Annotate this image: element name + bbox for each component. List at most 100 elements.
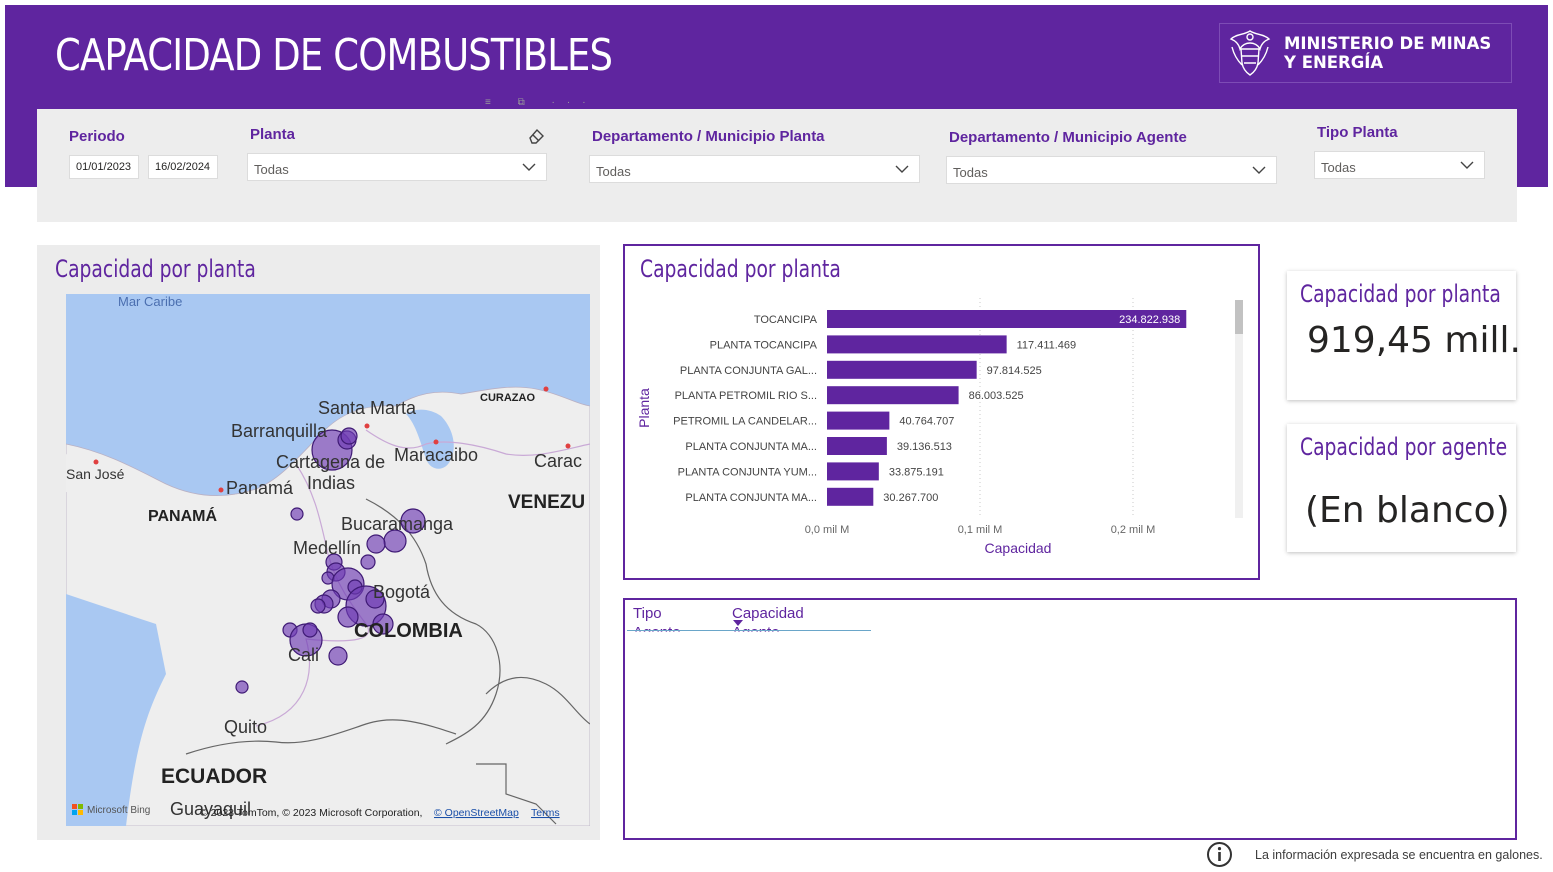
footnote: La información expresada se encuentra en… <box>1255 848 1543 862</box>
depto-planta-dropdown-value: Todas <box>596 164 631 179</box>
label-panama-city: Panamá <box>226 478 294 498</box>
planta-dropdown[interactable]: Todas <box>247 153 547 181</box>
column-header-tipo[interactable]: Tipo <box>633 605 662 622</box>
column-header-tipo-line2: Agente <box>633 624 681 632</box>
bing-logo: Microsoft Bing <box>72 804 150 816</box>
label-ecuador: ECUADOR <box>161 765 267 788</box>
city-marker <box>364 423 370 429</box>
bar[interactable] <box>827 310 1187 328</box>
data-label: 40.764.707 <box>899 416 954 428</box>
kpi-agente-value: (En blanco) <box>1305 490 1510 531</box>
label-santa-marta: Santa Marta <box>318 398 417 418</box>
city-marker <box>543 386 549 392</box>
tipo-planta-dropdown[interactable]: Todas <box>1314 151 1485 179</box>
plant-bubble <box>235 680 249 694</box>
category-label: PLANTA CONJUNTA MA... <box>685 492 817 504</box>
planta-dropdown-value: Todas <box>254 162 289 177</box>
category-label: PLANTA TOCANCIPA <box>710 339 818 351</box>
plant-bubble <box>302 622 318 638</box>
category-label: PLANTA CONJUNTA GAL... <box>680 365 817 377</box>
planta-slicer-title: Planta <box>250 126 296 143</box>
label-curazao: CURAZAO <box>480 392 535 404</box>
plant-bubble <box>290 507 304 521</box>
label-venezuela: VENEZU <box>508 492 585 513</box>
scrollbar-track[interactable] <box>1235 300 1243 518</box>
bar[interactable] <box>827 386 959 405</box>
map-canvas[interactable]: Mar Caribe CURAZAO Santa Marta Barranqui… <box>66 294 590 826</box>
table-header-divider <box>627 630 871 631</box>
kpi-agente-title: Capacidad por agente <box>1300 433 1508 461</box>
info-icon <box>1207 842 1232 867</box>
label-quito: Quito <box>224 717 267 737</box>
sort-descending-icon[interactable] <box>733 620 743 626</box>
scrollbar-thumb[interactable] <box>1235 300 1243 334</box>
plant-bubble <box>365 589 385 609</box>
data-label: 39.136.513 <box>897 441 952 453</box>
bar[interactable] <box>827 335 1007 354</box>
bubble-map[interactable]: Mar Caribe CURAZAO Santa Marta Barranqui… <box>66 294 590 826</box>
label-barranquilla: Barranquilla <box>231 421 328 441</box>
bar[interactable] <box>827 437 887 455</box>
depto-agente-dropdown-value: Todas <box>953 165 988 180</box>
map-title: Capacidad por planta <box>55 255 256 283</box>
depto-planta-dropdown[interactable]: Todas <box>589 155 920 183</box>
label-cali: Cali <box>288 645 319 665</box>
openstreetmap-link: © OpenStreetMap <box>434 807 519 819</box>
label-maracaibo: Maracaibo <box>394 445 478 465</box>
plant-bubble <box>372 613 394 635</box>
bar[interactable] <box>827 360 977 379</box>
column-header-capacidad[interactable]: Capacidad <box>732 605 804 622</box>
bar-chart-canvas[interactable]: 0,0 mil M 0,1 mil M 0,2 mil M TOCANCIPA 234.… <box>625 290 1245 570</box>
border-line <box>476 763 557 825</box>
data-label: 30.267.700 <box>883 492 938 504</box>
category-label: TOCANCIPA <box>754 314 818 326</box>
city-marker <box>93 459 99 465</box>
visual-header-menu[interactable]: ≡ ⧉ ··· <box>485 97 598 108</box>
category-label: PLANTA PETROMIL RIO S... <box>675 390 817 402</box>
label-bucaramanga: Bucaramanga <box>341 514 454 534</box>
bar-chart-visual <box>623 244 1260 580</box>
data-label: 86.003.525 <box>969 390 1024 402</box>
kpi-card-planta <box>1287 271 1516 400</box>
data-label: 97.814.525 <box>987 365 1042 377</box>
ministry-name: MINISTERIO DE MINAS Y ENERGÍA <box>1284 34 1492 72</box>
land-mass <box>66 454 246 532</box>
depto-agente-dropdown[interactable]: Todas <box>946 156 1277 184</box>
bar[interactable] <box>827 487 874 506</box>
clear-selections-icon[interactable] <box>527 127 545 145</box>
chevron-down-icon <box>522 163 536 171</box>
kpi-planta-value: 919,45 mill. <box>1307 320 1521 361</box>
border-line <box>185 719 457 755</box>
category-label: PLANTA CONJUNTA MA... <box>685 441 817 453</box>
border-line <box>485 676 590 725</box>
chevron-down-icon <box>1460 161 1474 169</box>
bar[interactable] <box>827 462 879 481</box>
plant-bubble <box>328 646 348 666</box>
label-cartagena: Cartagena de <box>276 452 385 472</box>
data-label: 117.411.469 <box>1017 339 1077 351</box>
data-label: 33.875.191 <box>889 466 944 478</box>
label-san-jose: San José <box>66 466 125 482</box>
label-indias: Indias <box>307 473 355 493</box>
plant-bubble <box>360 554 376 570</box>
water-body <box>66 594 166 826</box>
bar[interactable] <box>827 411 890 430</box>
label-bogota: Bogotá <box>373 582 431 602</box>
chevron-down-icon <box>1252 166 1266 174</box>
terms-link: Terms <box>531 807 560 819</box>
plant-bubble <box>400 508 426 534</box>
plant-bubble <box>366 534 386 554</box>
data-label: 234.822.938 <box>1119 314 1180 326</box>
label-colombia: COLOMBIA <box>354 620 463 642</box>
end-date-input[interactable]: 16/02/2024 <box>148 155 218 179</box>
start-date-input[interactable]: 01/01/2023 <box>69 155 139 179</box>
page-title: CAPACIDAD DE COMBUSTIBLES <box>55 30 613 81</box>
x-tick-label: 0,1 mil M <box>958 524 1003 536</box>
city-marker <box>433 439 439 445</box>
column-header-capacidad-line2: Agente <box>732 624 780 632</box>
x-tick-label: 0,2 mil M <box>1111 524 1156 536</box>
ministry-logo: MINISTERIO DE MINAS Y ENERGÍA <box>1219 23 1512 83</box>
city-marker <box>565 443 571 449</box>
agent-table <box>623 598 1517 840</box>
